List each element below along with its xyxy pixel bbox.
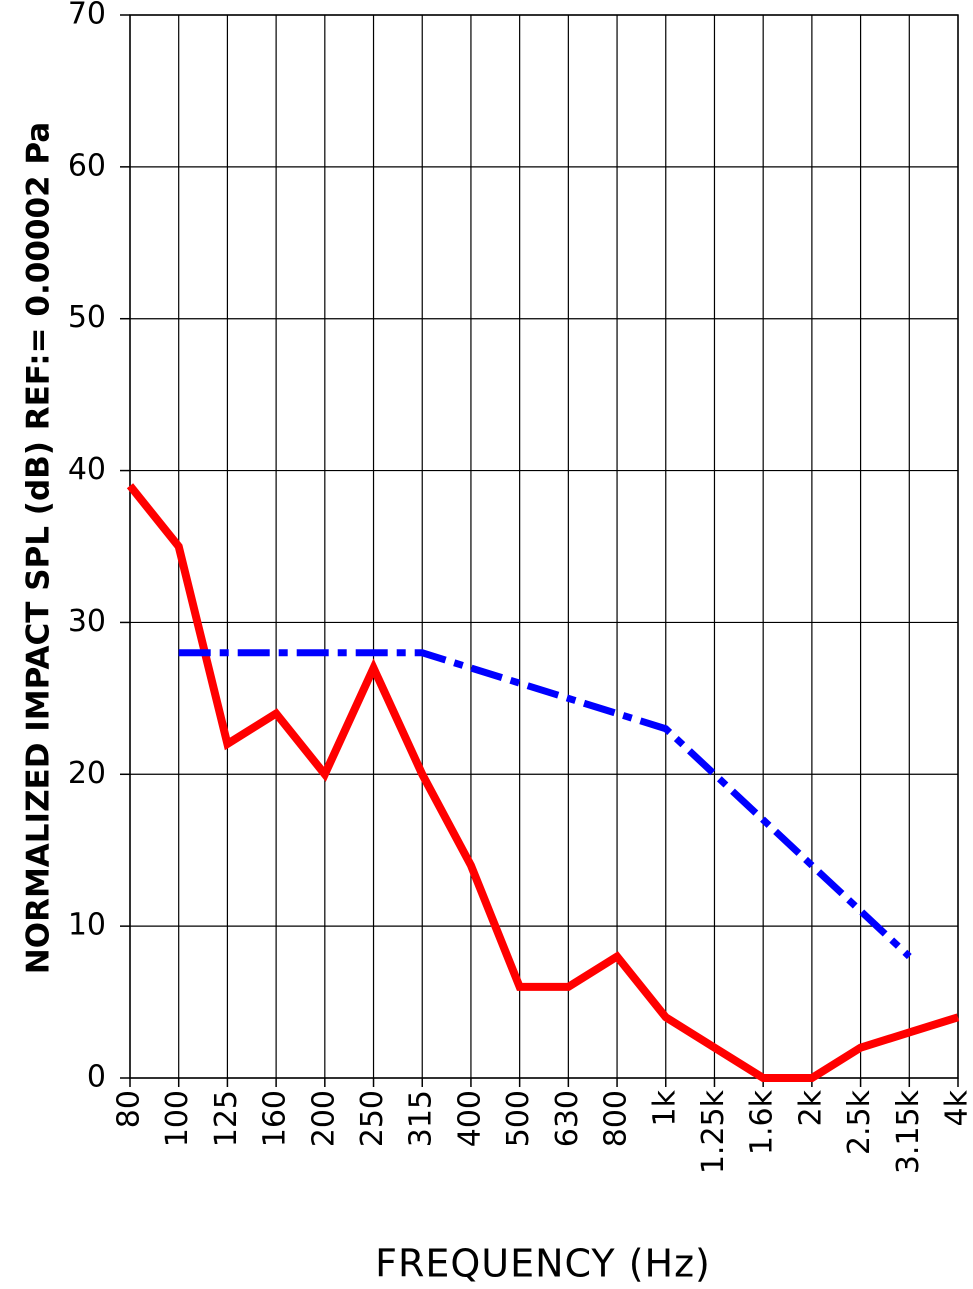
x-tick-label: 500 [501, 1090, 536, 1147]
y-tick-label: 50 [68, 300, 106, 335]
x-tick-label: 315 [404, 1090, 439, 1147]
x-tick-label: 1.25k [696, 1089, 731, 1174]
x-tick-label: 125 [209, 1090, 244, 1147]
x-tick-label: 250 [355, 1090, 390, 1147]
y-tick-label: 0 [87, 1060, 106, 1095]
series-line [126, 483, 960, 1082]
x-tick-label: 4k [940, 1089, 973, 1126]
x-tick-label: 630 [550, 1090, 585, 1147]
plot-frame [129, 14, 959, 1079]
y-tick-label: 70 [68, 0, 106, 32]
x-tick-label: 160 [258, 1090, 293, 1147]
x-tick-label: 3.15k [891, 1089, 926, 1174]
x-tick-label: 200 [306, 1090, 341, 1147]
x-tick-label: 1k [647, 1089, 682, 1126]
x-axis-title: FREQUENCY (Hz) [375, 1242, 711, 1286]
y-tick-label: 60 [68, 148, 106, 183]
y-tick-label: 40 [68, 452, 106, 487]
y-tick-label: 30 [68, 604, 106, 639]
x-tick-label: 80 [112, 1090, 147, 1128]
x-tick-label: 2k [793, 1089, 828, 1126]
x-tick-label: 2.5k [842, 1089, 877, 1155]
x-tick-label: 1.6k [745, 1089, 780, 1155]
y-axis-title: NORMALIZED IMPACT SPL (dB) REF:= 0.00002… [21, 122, 57, 974]
y-tick-label: 20 [68, 756, 106, 791]
x-tick-label: 400 [452, 1090, 487, 1147]
series-line [178, 649, 912, 960]
x-tick-label: 100 [160, 1090, 195, 1147]
y-tick-label: 10 [68, 908, 106, 943]
x-tick-label: 800 [599, 1090, 634, 1147]
